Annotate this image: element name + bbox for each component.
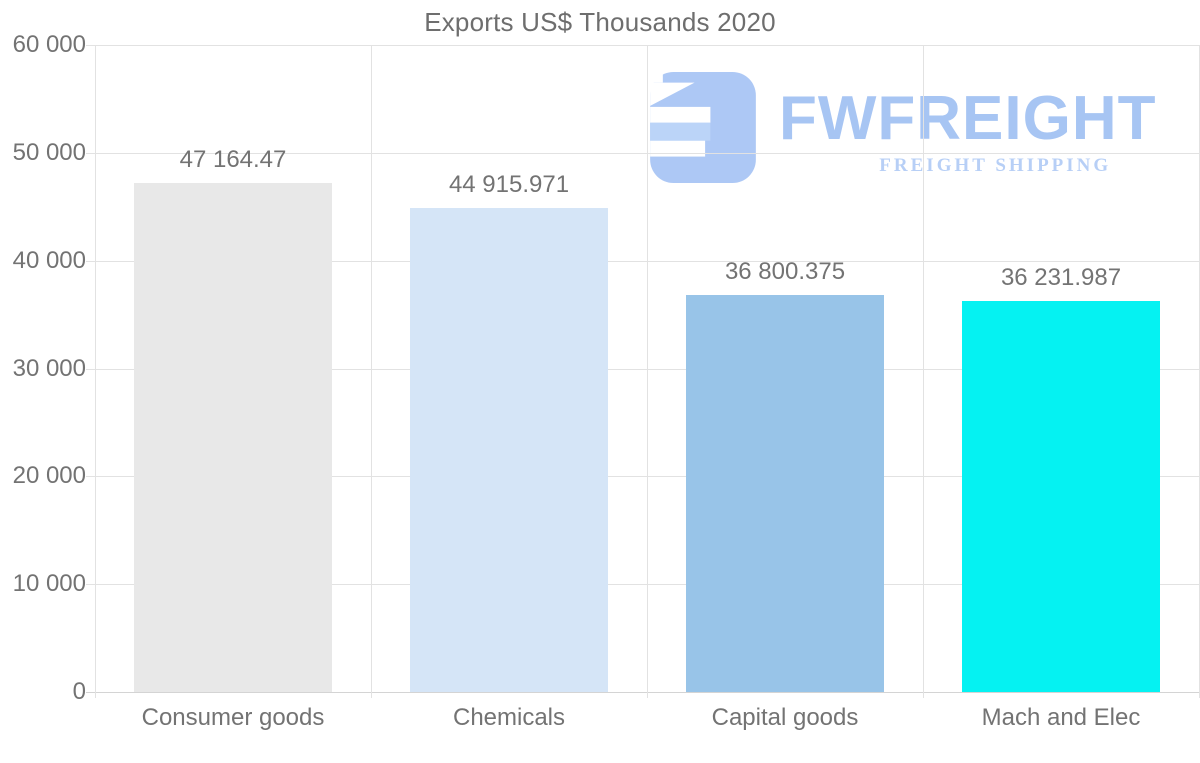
gridline-y-40000 — [86, 260, 1199, 262]
x-tick-label: Chemicals — [452, 704, 566, 731]
y-tick-label: 10 000 — [12, 570, 86, 598]
bar-mach-and-elec — [962, 301, 1160, 692]
bar-value-label: 47 164.47 — [179, 146, 287, 174]
watermark-text: FWFREIGHT FREIGHT SHIPPING — [779, 88, 1157, 177]
gridline-x-2 — [647, 45, 648, 698]
y-tick-label: 30 000 — [12, 354, 86, 382]
gridline-y-20000 — [86, 476, 1199, 478]
bar-consumer-goods — [134, 183, 332, 692]
gridline-y-60000 — [86, 45, 1199, 46]
y-tick-label: 40 000 — [12, 246, 86, 274]
watermark-tagline: FREIGHT SHIPPING — [879, 155, 1112, 176]
gridline-y-0 — [86, 692, 1199, 693]
gridline-y-30000 — [86, 368, 1199, 370]
gridline-y-10000 — [86, 584, 1199, 586]
watermark-brand: FWFREIGHT — [779, 84, 1157, 153]
bar-value-label: 36 231.987 — [1000, 264, 1122, 292]
bar-value-label: 44 915.971 — [448, 170, 570, 198]
gridline-x-3 — [923, 45, 924, 698]
y-tick-label: 0 — [72, 678, 86, 705]
y-tick-label: 60 000 — [12, 31, 86, 58]
chart-title: Exports US$ Thousands 2020 — [424, 7, 776, 37]
plot-area: 47 164.47 44 915.971 36 800.375 36 231.987 — [86, 45, 1200, 698]
x-tick-label: Capital goods — [711, 704, 859, 731]
y-tick-label: 20 000 — [12, 462, 86, 490]
bar-value-label: 36 800.375 — [724, 258, 846, 286]
x-tick-label: Mach and Elec — [981, 704, 1141, 731]
gridline-y-50000 — [86, 152, 1199, 154]
bar-capital-goods — [686, 295, 884, 692]
gridline-x-0 — [95, 45, 96, 698]
gridline-x-1 — [371, 45, 372, 698]
y-tick-label: 50 000 — [12, 138, 86, 166]
x-tick-label: Consumer goods — [141, 704, 325, 731]
fwfreight-logo-icon — [650, 72, 756, 183]
watermark-logo: FWFREIGHT FREIGHT SHIPPING — [650, 72, 1157, 183]
bar-chemicals — [410, 207, 608, 692]
